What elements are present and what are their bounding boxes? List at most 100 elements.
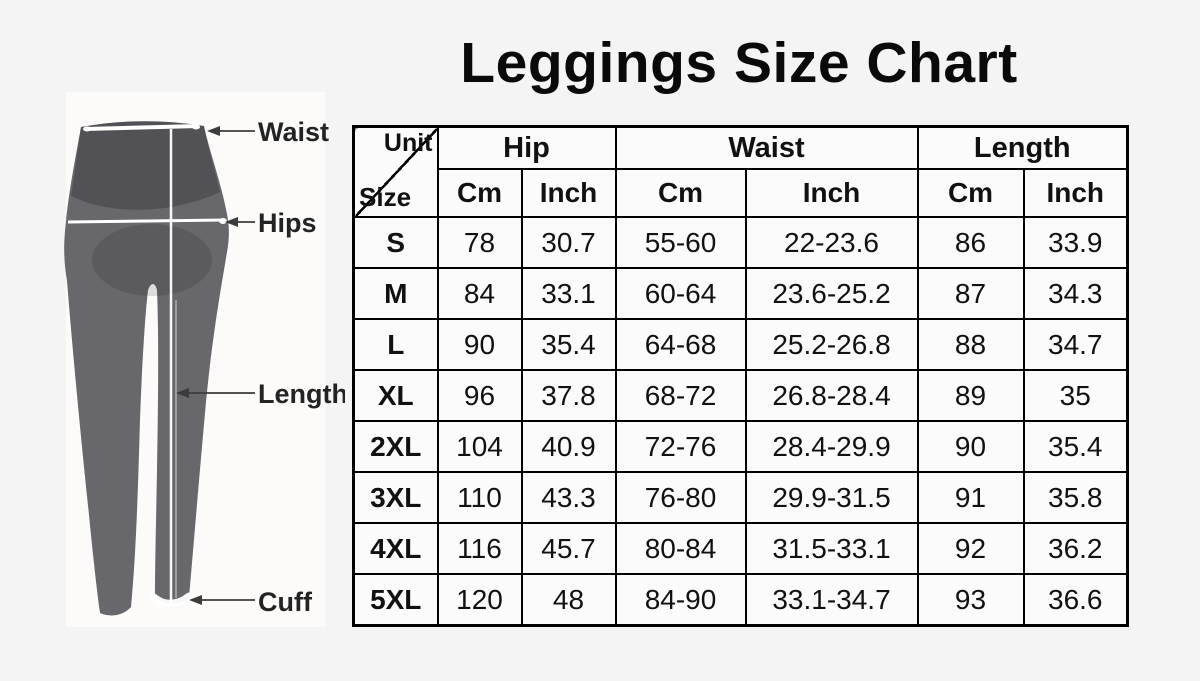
hip-cm-cell: 110 (436, 471, 523, 524)
size-cell: M (352, 267, 439, 320)
subheader-waist-inch: Inch (744, 168, 919, 218)
waist-cm-cell: 76-80 (614, 471, 747, 524)
leggings-figure-svg: Waist Hips Length Cuff (64, 92, 345, 627)
waist-arrowhead-icon (207, 126, 220, 136)
table-row: L 90 35.4 64-68 25.2-26.8 88 34.7 (352, 318, 1129, 371)
group-header-hip: Hip (436, 125, 617, 170)
size-cell: 5XL (352, 573, 439, 627)
hip-inch-cell: 40.9 (520, 420, 617, 473)
hips-label: Hips (258, 208, 317, 238)
size-cell: 4XL (352, 522, 439, 575)
waist-label: Waist (258, 117, 329, 147)
waist-inch-cell: 29.9-31.5 (744, 471, 919, 524)
subheader-hip-inch: Inch (520, 168, 617, 218)
waist-inch-cell: 23.6-25.2 (744, 267, 919, 320)
length-inch-cell: 34.7 (1022, 318, 1129, 371)
hip-cm-cell: 78 (436, 216, 523, 269)
table-row: 3XL 110 43.3 76-80 29.9-31.5 91 35.8 (352, 471, 1129, 524)
waist-cm-cell: 55-60 (614, 216, 747, 269)
group-header-length: Length (916, 125, 1129, 170)
hip-cm-cell: 84 (436, 267, 523, 320)
hip-cm-cell: 116 (436, 522, 523, 575)
length-inch-cell: 33.9 (1022, 216, 1129, 269)
corner-cell: Unit Size (352, 125, 439, 218)
hip-inch-cell: 30.7 (520, 216, 617, 269)
hips-measure-line (67, 218, 226, 224)
length-inch-cell: 36.2 (1022, 522, 1129, 575)
length-cm-cell: 89 (916, 369, 1025, 422)
length-label: Length (258, 379, 345, 409)
waist-inch-cell: 25.2-26.8 (744, 318, 919, 371)
waist-cm-cell: 64-68 (614, 318, 747, 371)
subheader-length-cm: Cm (916, 168, 1025, 218)
corner-size-label: Size (359, 182, 412, 212)
cuff-band (150, 592, 193, 607)
length-inch-cell: 35 (1022, 369, 1129, 422)
leggings-image (64, 121, 229, 616)
length-cm-cell: 92 (916, 522, 1025, 575)
length-cm-cell: 88 (916, 318, 1025, 371)
page-title: Leggings Size Chart (460, 31, 1018, 95)
table-row: M 84 33.1 60-64 23.6-25.2 87 34.3 (352, 267, 1129, 320)
subheader-length-inch: Inch (1022, 168, 1129, 218)
waist-line-end-left (83, 126, 91, 132)
length-cm-cell: 86 (916, 216, 1025, 269)
waist-measure-line (84, 124, 200, 131)
length-arrowhead-icon (176, 388, 189, 398)
waist-cm-cell: 68-72 (614, 369, 747, 422)
subheader-waist-cm: Cm (614, 168, 747, 218)
table-subheader-row: Cm Inch Cm Inch Cm Inch (354, 168, 1129, 218)
waist-cm-cell: 60-64 (614, 267, 747, 320)
waist-inch-cell: 22-23.6 (744, 216, 919, 269)
hips-line-end (219, 218, 227, 224)
group-header-waist: Waist (614, 125, 919, 170)
length-cm-cell: 93 (916, 573, 1025, 627)
hip-inch-cell: 48 (520, 573, 617, 627)
length-cm-cell: 90 (916, 420, 1025, 473)
waist-inch-cell: 28.4-29.9 (744, 420, 919, 473)
size-cell: L (352, 318, 439, 371)
hip-cm-cell: 96 (436, 369, 523, 422)
cuff-arrowhead-icon (189, 595, 202, 605)
hip-cm-cell: 90 (436, 318, 523, 371)
hip-inch-cell: 45.7 (520, 522, 617, 575)
length-inch-cell: 36.6 (1022, 573, 1129, 627)
hip-cm-cell: 120 (436, 573, 523, 627)
table-row: S 78 30.7 55-60 22-23.6 86 33.9 (352, 216, 1129, 269)
leggings-measurement-diagram: Waist Hips Length Cuff (0, 0, 345, 681)
cuff-label: Cuff (258, 587, 313, 617)
table-row: XL 96 37.8 68-72 26.8-28.4 89 35 (352, 369, 1129, 422)
table-row: 2XL 104 40.9 72-76 28.4-29.9 90 35.4 (352, 420, 1129, 473)
size-cell: XL (352, 369, 439, 422)
hips-arrowhead-icon (225, 217, 238, 227)
hip-inch-cell: 35.4 (520, 318, 617, 371)
waist-inch-cell: 26.8-28.4 (744, 369, 919, 422)
table-group-header-row: Unit Size Hip Waist Length (352, 125, 1129, 218)
hip-cm-cell: 104 (436, 420, 523, 473)
length-inch-cell: 35.8 (1022, 471, 1129, 524)
waist-inch-cell: 31.5-33.1 (744, 522, 919, 575)
size-cell: 3XL (352, 471, 439, 524)
hip-inch-cell: 43.3 (520, 471, 617, 524)
waist-line-end-right (192, 124, 200, 130)
waist-inch-cell: 33.1-34.7 (744, 573, 919, 627)
waist-cm-cell: 80-84 (614, 522, 747, 575)
crotch-shading (92, 224, 212, 296)
size-cell: S (352, 216, 439, 269)
waist-cm-cell: 84-90 (614, 573, 747, 627)
corner-unit-label: Unit (383, 129, 433, 157)
size-table: Unit Size Hip Waist Length Cm Inch Cm In… (352, 125, 1129, 627)
waistband-shading (71, 121, 220, 210)
length-inch-cell: 34.3 (1022, 267, 1129, 320)
length-cm-cell: 91 (916, 471, 1025, 524)
hip-inch-cell: 33.1 (520, 267, 617, 320)
annotation-labels: Waist Hips Length Cuff (258, 117, 345, 617)
subheader-hip-cm: Cm (436, 168, 523, 218)
hip-inch-cell: 37.8 (520, 369, 617, 422)
annotation-arrows (176, 126, 255, 605)
waist-cm-cell: 72-76 (614, 420, 747, 473)
table-row: 4XL 116 45.7 80-84 31.5-33.1 92 36.2 (352, 522, 1129, 575)
length-inch-cell: 35.4 (1022, 420, 1129, 473)
length-cm-cell: 87 (916, 267, 1025, 320)
